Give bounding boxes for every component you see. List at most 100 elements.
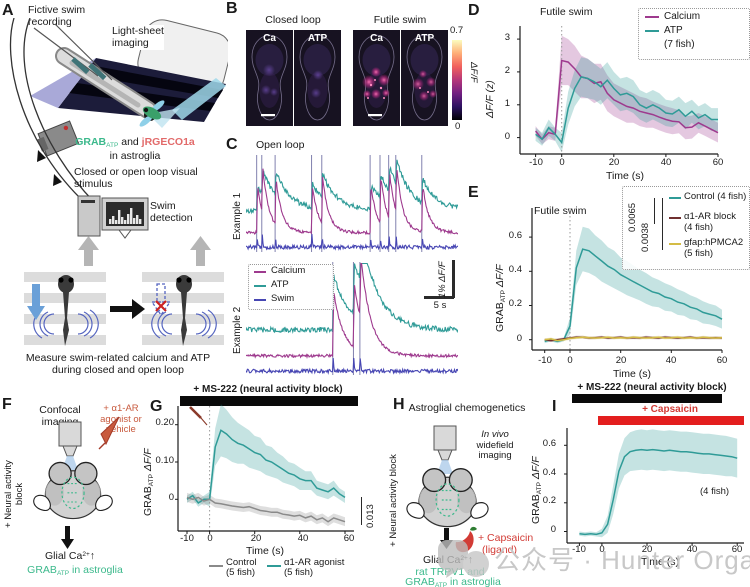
glial-text: Glial Ca: [44, 550, 83, 562]
e-xtick-60: 60: [716, 355, 728, 366]
fish-dorsal-icon: [406, 467, 489, 528]
e-xtick-20: 20: [615, 355, 627, 366]
e-xtick-m10: -10: [538, 355, 552, 366]
colorbar-max: 0.7: [450, 25, 464, 36]
panel-e-label: E: [468, 184, 479, 201]
d-ytick-3: 3: [504, 32, 510, 43]
e-xlabel: Time (s): [612, 368, 652, 380]
e-ytick-0: 0: [516, 333, 522, 344]
zebrafish-larva: [139, 100, 165, 127]
brain-image-closed-ca: [246, 30, 293, 126]
camera: [37, 120, 80, 157]
panel-i-label: I: [552, 398, 557, 415]
brain-image-closed-atp: [294, 30, 341, 126]
panel-d-plot: [517, 26, 719, 157]
d-legend-calcium: Calcium: [664, 11, 701, 22]
d-xtick-0: 0: [559, 157, 565, 168]
grab-post: in astroglia: [447, 576, 501, 587]
glial-ca-label-f: Glial Ca2+↑: [30, 550, 110, 562]
image-label-atp-2: ATP: [414, 33, 435, 44]
e-ytick-04: 0.4: [508, 264, 522, 275]
panel-i-plot: [564, 428, 744, 546]
grab-text: GRAB: [27, 564, 57, 576]
g-ytick-020: 0.20: [155, 417, 175, 428]
capsaicin-bar-label: + Capsaicin: [642, 404, 698, 415]
legend-swatch-calcium: [254, 271, 266, 273]
widefield-text: widefield imaging: [476, 439, 514, 462]
in-astroglia-text: in astroglia: [109, 149, 161, 162]
d-legend-swatch-atp: [645, 30, 659, 32]
grab-post: in astroglia: [69, 564, 123, 576]
scalebar-h-label: 5 s: [433, 300, 447, 311]
glial-sup: 2+: [82, 551, 90, 558]
pipette-icon-small: [189, 406, 208, 426]
g-pvalue: 0.013: [365, 504, 376, 528]
image-label-ca-1: Ca: [263, 33, 276, 44]
ms222-bar-label-i: + MS-222 (neural activity block): [577, 382, 727, 393]
futile-swim-annotation-d: Futile swim: [540, 6, 593, 18]
g-ytick-010: 0.10: [155, 455, 175, 466]
i-xtick-m10: -10: [572, 544, 586, 555]
closed-loop-header: Closed loop: [265, 14, 321, 26]
example1-traces-plot: [246, 155, 458, 252]
d-xtick-20: 20: [608, 157, 620, 168]
feedback-up-arrows: [78, 236, 211, 266]
scalebar-horizontal: [424, 296, 454, 299]
futile-swim-annotation-e: Futile swim: [534, 205, 587, 217]
e-legend-gfap: gfap:hPMCA2: [684, 237, 744, 248]
d-ytick-2: 2: [504, 65, 510, 76]
e-ylabel: GRABATP ΔF/F: [494, 264, 508, 332]
e-xtick-40: 40: [665, 355, 677, 366]
transition-right-arrow: [110, 299, 145, 319]
futile-swim-header: Futile swim: [373, 14, 427, 26]
d-ylabel: ΔF/F (z): [484, 80, 496, 118]
image-label-ca-2: Ca: [370, 33, 383, 44]
e-legend-control: Control (4 fish): [684, 191, 747, 202]
d-xlabel: Time (s): [605, 170, 645, 182]
example2-traces-plot: [246, 262, 458, 375]
swim-vibration-arcs: [151, 309, 217, 339]
ms222-bar-label-g: + MS-222 (neural activity block): [193, 384, 343, 395]
g-xtick-60: 60: [343, 533, 355, 544]
g-xtick-0: 0: [207, 533, 213, 544]
e-legend-block: α1-AR block: [684, 211, 736, 222]
g-legend-swatch-control: [209, 565, 223, 567]
panel-b-label: B: [226, 0, 238, 17]
e-legend-gfap-n: (5 fish): [684, 248, 714, 259]
i-xtick-20: 20: [641, 544, 653, 555]
up-arrow-glyph: ↑: [89, 550, 96, 562]
g-pvalue-bracket: [361, 497, 363, 525]
g-ylabel: GRABATP ΔF/F: [142, 448, 156, 516]
i-ytick-06: 0.6: [542, 438, 556, 449]
motion-down-arrow: [27, 284, 45, 320]
jrgeco-text: jRGECO1a: [141, 136, 195, 148]
legend-swim: Swim: [271, 293, 295, 304]
brain-image-futile-atp: [401, 30, 448, 126]
fish-dorsal-icon: [33, 461, 113, 520]
and-text: and: [118, 136, 142, 148]
e-legend-block-n: (4 fish): [684, 222, 714, 233]
watermark-en: Hunter Organs: [601, 545, 750, 575]
watermark-logo-icon: [438, 540, 489, 578]
d-ytick-1: 1: [504, 98, 510, 109]
g-legend-swatch-agonist: [267, 565, 281, 567]
chemogenetics-title: Astroglial chemogenetics: [408, 402, 526, 414]
g-legend-agonist-n: (5 fish): [284, 567, 314, 578]
e-legend-swatch-control: [669, 197, 681, 199]
g-ytick-0: 0: [168, 492, 174, 503]
panel-d-label: D: [468, 2, 480, 19]
example1-label: Example 1: [232, 192, 243, 240]
panel-g-label: G: [150, 398, 163, 415]
i-xtick-0: 0: [599, 544, 605, 555]
i-n-fish: (4 fish): [700, 486, 730, 497]
panel-f-label: F: [2, 396, 12, 413]
g-xtick-20: 20: [250, 533, 262, 544]
e-legend-swatch-block: [669, 217, 681, 219]
stimulus-computer: [77, 195, 101, 237]
i-ytick-04: 0.4: [542, 467, 556, 478]
scale-bar: [368, 114, 382, 117]
d-xtick-m10: -10: [529, 157, 543, 168]
i-ylabel-post: ΔF/F: [530, 456, 542, 483]
g-legend-control-n: (5 fish): [226, 567, 256, 578]
